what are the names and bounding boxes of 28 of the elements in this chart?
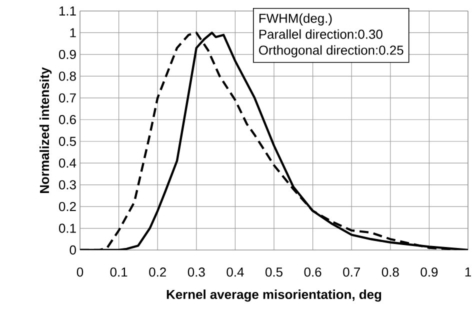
x-tick-label: 1 (465, 268, 471, 276)
x-tick-label: 0.7 (343, 268, 360, 277)
x-tick-label: 0.1 (110, 268, 128, 277)
x-tick-label: 0.5 (266, 268, 282, 277)
y-tick-label: 0.6 (58, 115, 76, 124)
y-tick-label: 1.1 (59, 6, 76, 16)
x-tick-label: 0.4 (226, 268, 244, 277)
y-tick-label: 0 (70, 245, 76, 255)
y-tick-label: 0.8 (58, 72, 76, 81)
y-axis-title: Normalized intensity (40, 67, 52, 193)
y-tick-label: 0.2 (58, 202, 76, 212)
y-tick-label: 0.7 (58, 93, 76, 102)
y-tick-label: 1 (70, 28, 76, 38)
annotation: Parallel direction:0.30 (259, 29, 382, 39)
y-tick-label: 0.4 (58, 158, 76, 168)
y-tick-label: 0.9 (58, 50, 76, 60)
x-tick-label: 0.6 (304, 268, 322, 277)
annotation: FWHM(deg.) (259, 13, 332, 26)
y-tick-label: 0.1 (58, 224, 76, 233)
x-tick-label: 0.3 (188, 268, 205, 277)
annotation: Orthogonal direction:0.25 (259, 45, 404, 58)
y-tick-label: 0.3 (58, 180, 76, 190)
x-tick-label: 0.2 (149, 268, 166, 277)
x-tick-label: 0 (76, 268, 84, 277)
y-tick-label: 0.5 (58, 136, 76, 146)
x-axis-title: Kernel average misorientation, deg (166, 290, 382, 302)
x-tick-label: 0.8 (382, 268, 399, 277)
x-tick-label: 0.9 (420, 268, 438, 277)
